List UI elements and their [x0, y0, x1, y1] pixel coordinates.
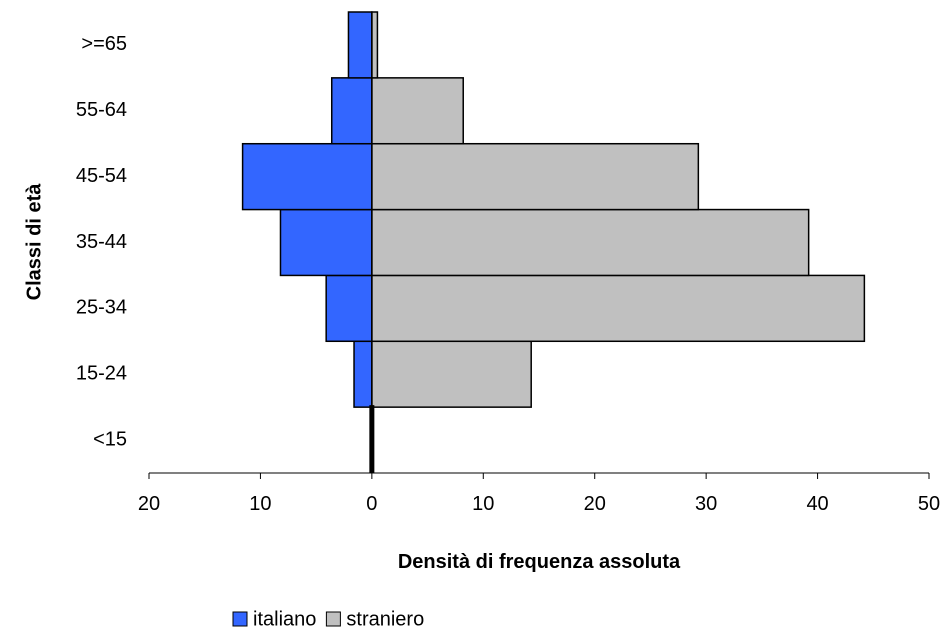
bar-italiano-6: [348, 12, 371, 78]
x-tick-label-3: 10: [472, 493, 494, 515]
x-tick-label-0: 20: [138, 493, 160, 515]
x-tick-label-1: 10: [249, 493, 271, 515]
x-tick-label-5: 30: [695, 493, 717, 515]
legend-swatch-straniero: [326, 612, 340, 626]
y-category-label-1: 15-24: [76, 362, 127, 384]
bar-italiano-3: [280, 210, 371, 276]
bar-italiano-2: [326, 275, 372, 341]
bar-straniero-6: [372, 12, 378, 78]
x-tick-label-6: 40: [806, 493, 828, 515]
bar-straniero-5: [372, 78, 463, 144]
straniero-bars: [372, 12, 865, 407]
y-axis-category-labels: <15 15-24 25-34 35-44 45-54 55-64 >=65: [76, 33, 127, 450]
bar-straniero-3: [372, 210, 809, 276]
y-category-label-0: <15: [93, 428, 127, 450]
y-category-label-6: >=65: [81, 33, 127, 55]
bar-straniero-4: [372, 144, 698, 210]
bar-straniero-2: [372, 275, 865, 341]
bar-italiano-5: [332, 78, 372, 144]
bar-straniero-1: [372, 341, 531, 407]
y-axis-title: Classi di età: [23, 183, 45, 301]
x-axis-title: Densità di frequenza assoluta: [398, 551, 681, 573]
y-category-label-3: 35-44: [76, 231, 127, 253]
bar-italiano-1: [354, 341, 372, 407]
italiano-bars: [243, 12, 372, 407]
y-category-label-4: 45-54: [76, 165, 127, 187]
x-tick-label-4: 20: [584, 493, 606, 515]
bar-italiano-4: [243, 144, 372, 210]
legend-label-italiano: italiano: [253, 608, 316, 630]
y-category-label-5: 55-64: [76, 99, 127, 121]
legend: italiano straniero: [233, 608, 424, 630]
x-tick-label-7: 50: [918, 493, 940, 515]
x-tick-label-2: 0: [366, 493, 377, 515]
legend-label-straniero: straniero: [346, 608, 424, 630]
y-category-label-2: 25-34: [76, 297, 127, 319]
legend-swatch-italiano: [233, 612, 247, 626]
